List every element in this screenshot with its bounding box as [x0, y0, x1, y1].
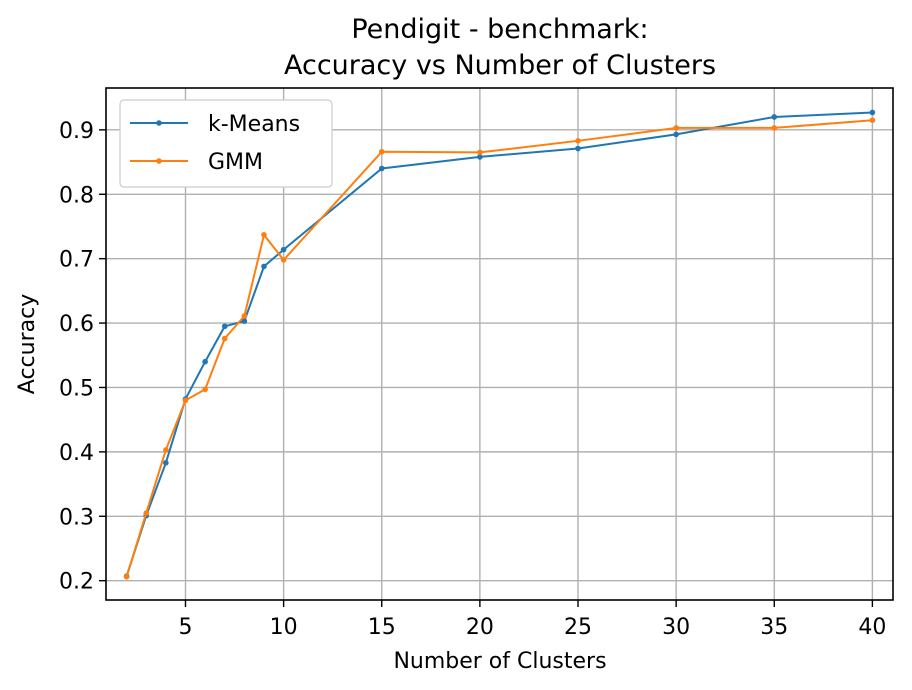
- gmm-data-point: [123, 574, 130, 580]
- legend-box: [119, 99, 333, 188]
- k-means-data-point: [673, 131, 679, 138]
- k-means-legend-marker: [156, 120, 162, 126]
- k-means-data-point: [575, 145, 581, 152]
- data-series: [123, 109, 876, 580]
- y-tick-label: 0.6: [59, 312, 94, 337]
- gmm-data-point: [869, 117, 876, 124]
- y-tick-label: 0.8: [59, 183, 94, 208]
- gmm-data-point: [163, 447, 169, 453]
- x-tick-label: 35: [760, 615, 788, 640]
- x-tick-label: 25: [564, 615, 592, 640]
- k-means-data-point: [771, 114, 778, 120]
- chart-title-line-2: Accuracy vs Number of Clusters: [284, 50, 716, 81]
- k-means-data-point: [221, 323, 228, 330]
- x-tick-label: 15: [368, 615, 396, 640]
- x-tick-label: 5: [178, 615, 192, 640]
- gmm-data-point: [378, 148, 385, 155]
- y-axis-label: Accuracy: [15, 294, 40, 394]
- gridlines: [106, 88, 893, 600]
- plot-frame: [105, 87, 894, 601]
- k-means-data-point: [477, 154, 483, 160]
- k-means-data-point: [163, 460, 169, 466]
- k-means-legend-label: k-Means: [208, 112, 300, 137]
- x-tick-label: 40: [858, 615, 886, 640]
- gmm-legend-marker: [156, 158, 162, 164]
- axis-ticks: 5 10 15 20 25 30 35 40 0.2 0.3 0.4 0.5 0.6 0.7 0.8 0.9: [59, 119, 886, 640]
- gmm-legend-label: GMM: [208, 150, 263, 175]
- y-tick-label: 0.5: [59, 376, 94, 401]
- gmm-data-point: [575, 138, 581, 144]
- y-tick-label: 0.2: [59, 570, 94, 595]
- k-means-data-point: [378, 165, 385, 172]
- gmm-data-point: [477, 149, 483, 156]
- k-means-data-point: [202, 358, 208, 365]
- y-tick-label: 0.3: [59, 505, 94, 530]
- gmm-data-point: [221, 335, 228, 342]
- y-tick-label: 0.7: [59, 248, 94, 273]
- x-tick-label: 20: [466, 615, 494, 640]
- gmm-data-point: [143, 510, 150, 516]
- k-means-data-point: [261, 263, 267, 270]
- x-tick-label: 30: [662, 615, 690, 640]
- gmm-data-point: [261, 232, 267, 238]
- x-axis-label: Number of Clusters: [393, 649, 606, 674]
- k-means-data-point: [280, 246, 287, 253]
- gmm-data-point: [202, 386, 208, 393]
- legend: k-Means GMM: [119, 99, 333, 188]
- chart-title-line-1: Pendigit - benchmark:: [351, 14, 648, 45]
- gmm-data-point: [673, 125, 679, 131]
- gmm-data-point: [241, 313, 248, 319]
- k-means-data-point: [241, 318, 248, 324]
- y-tick-label: 0.4: [59, 441, 94, 466]
- x-tick-label: 10: [270, 615, 298, 640]
- gmm-series-line: [125, 119, 873, 578]
- gmm-data-point: [182, 397, 189, 404]
- gmm-data-point: [280, 257, 287, 263]
- y-tick-label: 0.9: [59, 119, 94, 144]
- gmm-data-point: [771, 125, 778, 131]
- k-means-data-point: [869, 109, 876, 116]
